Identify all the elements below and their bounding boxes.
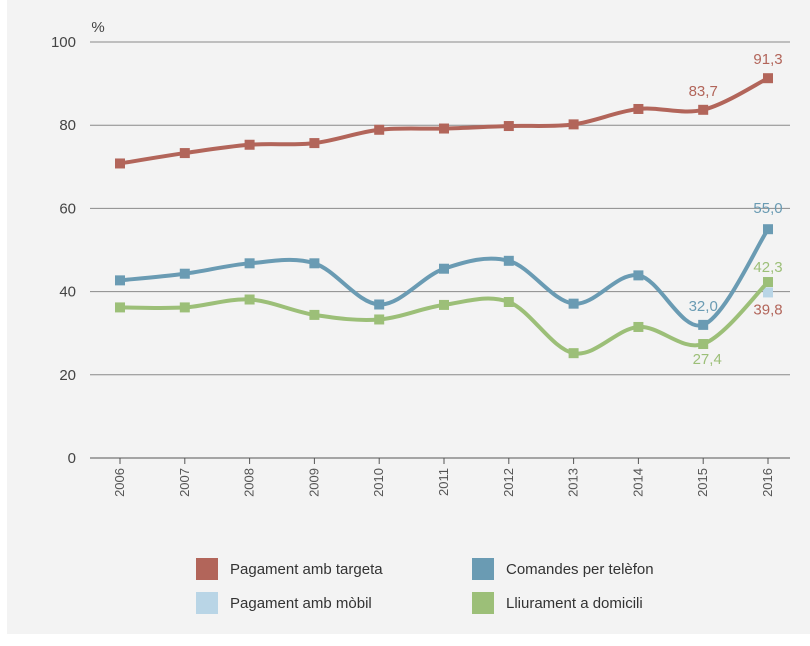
legend-label: Pagament amb targeta xyxy=(230,561,383,578)
data-labels: 83,7 91,3 32,0 55,0 39,8 27,4 42,3 xyxy=(689,51,783,368)
marker-lliurament-a-domicili xyxy=(698,339,709,350)
data-label-comandes-per-telefon: 55,0 xyxy=(753,200,782,217)
x-tick-label: 2010 xyxy=(371,468,386,497)
marker-pagament-amb-targeta xyxy=(698,104,709,115)
x-tick-label: 2015 xyxy=(695,468,710,497)
y-tick-label: 80 xyxy=(59,117,76,134)
data-label-pagament-amb-targeta: 91,3 xyxy=(753,51,782,68)
y-tick-label: 100 xyxy=(51,34,76,51)
y-axis-unit: % xyxy=(91,19,104,36)
marker-pagament-amb-targeta xyxy=(374,124,385,135)
x-tick-label: 2007 xyxy=(177,468,192,497)
data-label-pagament-amb-mobil: 39,8 xyxy=(753,301,782,318)
marker-comandes-per-telefon xyxy=(503,255,514,266)
marker-comandes-per-telefon xyxy=(115,275,125,286)
marker-pagament-amb-targeta xyxy=(568,119,579,130)
legend-swatch xyxy=(196,558,218,580)
x-tick-label: 2008 xyxy=(242,468,257,497)
marker-pagament-amb-mobil xyxy=(763,287,773,298)
y-tick-label: 20 xyxy=(59,367,76,384)
data-label-pagament-amb-targeta: 83,7 xyxy=(689,83,718,100)
marker-lliurament-a-domicili xyxy=(568,348,579,359)
marker-comandes-per-telefon xyxy=(179,268,190,279)
marker-comandes-per-telefon xyxy=(439,263,449,274)
marker-comandes-per-telefon xyxy=(309,258,320,269)
series-line-lliurament-a-domicili xyxy=(119,280,770,356)
x-tick-label: 2014 xyxy=(630,468,645,497)
series-lines xyxy=(115,73,773,359)
marker-lliurament-a-domicili xyxy=(115,302,125,313)
marker-lliurament-a-domicili xyxy=(374,314,385,325)
marker-lliurament-a-domicili xyxy=(503,297,514,307)
marker-comandes-per-telefon xyxy=(698,319,709,330)
data-label-comandes-per-telefon: 32,0 xyxy=(689,298,718,315)
legend: Pagament amb targeta Comandes per telèfon… xyxy=(196,558,654,614)
marker-pagament-amb-targeta xyxy=(179,148,190,159)
legend-swatch xyxy=(472,558,494,580)
legend-label: Pagament amb mòbil xyxy=(230,595,372,612)
y-tick-label: 0 xyxy=(68,450,76,467)
marker-pagament-amb-targeta xyxy=(244,139,255,150)
legend-swatch xyxy=(472,592,494,614)
x-axis-ticks: 2006 2007 2008 2009 2010 2011 2012 2013 2014 2015… xyxy=(112,458,775,497)
data-label-lliurament-a-domicili: 27,4 xyxy=(693,351,722,368)
marker-comandes-per-telefon xyxy=(244,258,255,269)
data-label-lliurament-a-domicili: 42,3 xyxy=(753,259,782,276)
legend-swatch xyxy=(196,592,218,614)
marker-comandes-per-telefon xyxy=(633,270,644,281)
grid-lines xyxy=(90,41,790,459)
y-tick-label: 60 xyxy=(59,200,76,217)
series-line-pagament-amb-targeta xyxy=(119,76,769,166)
marker-lliurament-a-domicili xyxy=(179,302,190,313)
marker-pagament-amb-targeta xyxy=(503,121,514,132)
marker-lliurament-a-domicili xyxy=(633,321,644,332)
marker-comandes-per-telefon xyxy=(568,298,579,309)
marker-lliurament-a-domicili xyxy=(439,299,449,310)
marker-lliurament-a-domicili xyxy=(309,309,320,320)
x-tick-label: 2012 xyxy=(501,468,516,497)
marker-comandes-per-telefon xyxy=(374,299,385,310)
legend-label: Lliurament a domicili xyxy=(506,595,643,612)
marker-pagament-amb-targeta xyxy=(763,73,773,84)
marker-comandes-per-telefon xyxy=(763,224,773,235)
marker-pagament-amb-targeta xyxy=(439,123,449,134)
chart-panel xyxy=(7,0,810,634)
marker-lliurament-a-domicili xyxy=(244,294,255,305)
x-tick-label: 2016 xyxy=(760,468,775,497)
marker-pagament-amb-targeta xyxy=(633,103,644,114)
x-tick-label: 2013 xyxy=(566,468,581,497)
x-tick-label: 2011 xyxy=(436,468,451,496)
series-line-comandes-per-telefon xyxy=(119,228,770,328)
legend-label: Comandes per telèfon xyxy=(506,561,654,578)
x-tick-label: 2009 xyxy=(306,468,321,497)
y-axis-ticks: 0 20 40 60 80 100 xyxy=(51,34,76,467)
marker-pagament-amb-targeta xyxy=(115,158,125,169)
x-tick-label: 2006 xyxy=(112,468,127,497)
marker-lliurament-a-domicili xyxy=(763,277,773,288)
y-tick-label: 40 xyxy=(59,284,76,301)
marker-pagament-amb-targeta xyxy=(309,138,320,149)
